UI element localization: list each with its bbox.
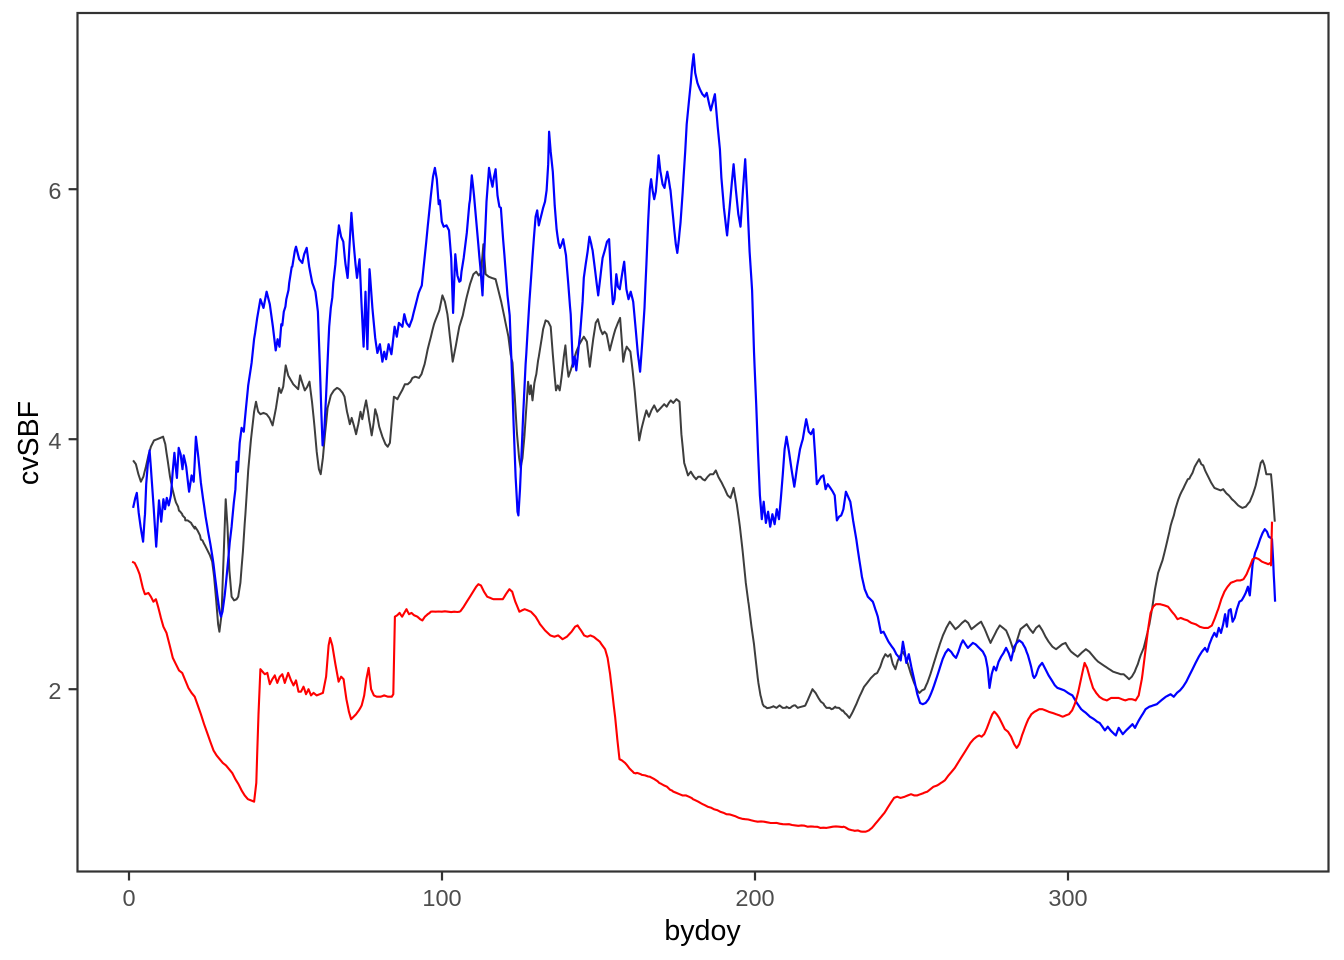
svg-text:300: 300 (1048, 885, 1087, 911)
svg-text:0: 0 (122, 885, 135, 911)
svg-text:200: 200 (735, 885, 774, 911)
svg-text:4: 4 (48, 428, 61, 454)
svg-text:100: 100 (422, 885, 461, 911)
svg-text:6: 6 (48, 178, 61, 204)
svg-text:bydoy: bydoy (664, 915, 741, 947)
svg-text:2: 2 (48, 678, 61, 704)
svg-text:cvSBF: cvSBF (13, 401, 45, 485)
